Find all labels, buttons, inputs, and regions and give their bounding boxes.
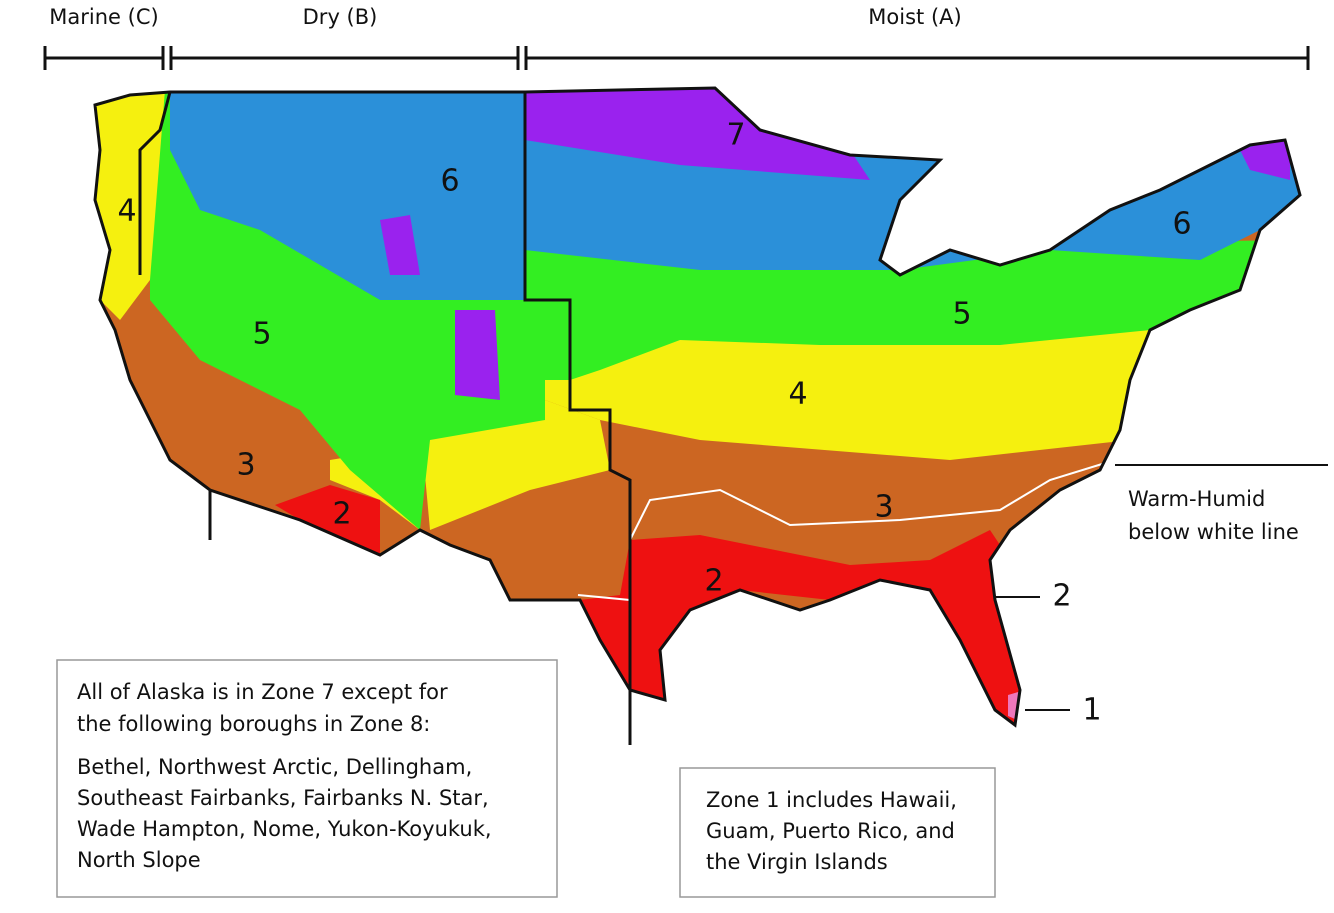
moisture-scale [43, 46, 1310, 70]
zone-label: 3 [874, 490, 893, 525]
zone-label: 6 [1172, 207, 1191, 242]
alaska-note-box [56, 659, 558, 898]
zone-label: 3 [236, 448, 255, 483]
warm-humid-note: Warm-Humid [1128, 487, 1265, 511]
alaska-borough-line: Wade Hampton, Nome, Yukon-Koyukuk, [77, 817, 492, 841]
zone-label: 2 [1052, 579, 1071, 614]
us-outline [93, 86, 1302, 728]
zone-label: 2 [704, 564, 723, 599]
zone1-note-box [679, 767, 996, 898]
zone-label: 7 [726, 118, 745, 153]
moisture-label: Marine (C) [49, 5, 158, 29]
warm-humid-note: below white line [1128, 520, 1299, 544]
alaska-note-line: the following boroughs in Zone 8: [77, 712, 430, 736]
callout-lines [995, 464, 1328, 711]
moisture-label: Moist (A) [868, 5, 961, 29]
alaska-borough-line: Bethel, Northwest Arctic, Dellingham, [77, 755, 472, 779]
zone-label: 1 [1082, 693, 1101, 728]
moisture-label: Dry (B) [303, 5, 378, 29]
zone1-note-line: Zone 1 includes Hawaii, [706, 788, 957, 812]
zone1-note-line: the Virgin Islands [706, 850, 888, 874]
zone-label: 4 [117, 194, 136, 229]
zone1-note-line: Guam, Puerto Rico, and [706, 819, 955, 843]
zone-label: 6 [440, 164, 459, 199]
alaska-borough-line: North Slope [77, 848, 201, 872]
zone-label: 4 [788, 377, 807, 412]
alaska-note-line: All of Alaska is in Zone 7 except for [77, 680, 448, 704]
zone-label: 5 [952, 297, 971, 332]
zone-label: 5 [252, 317, 271, 352]
alaska-borough-line: Southeast Fairbanks, Fairbanks N. Star, [77, 786, 489, 810]
zone-label: 2 [332, 497, 351, 532]
moisture-boundaries [138, 91, 632, 745]
